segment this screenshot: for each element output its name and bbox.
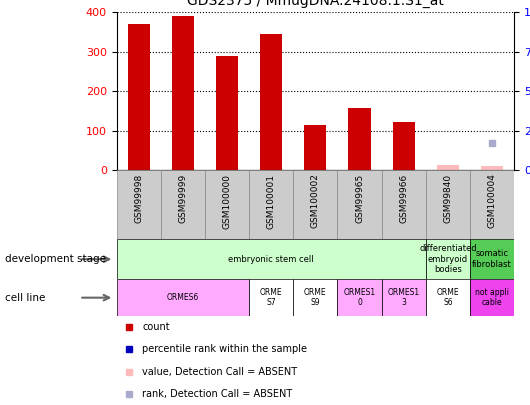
- Text: GSM100000: GSM100000: [223, 173, 232, 228]
- Text: embryonic stem cell: embryonic stem cell: [228, 255, 314, 264]
- Text: ORMES1
0: ORMES1 0: [343, 288, 376, 307]
- Text: ORME
S7: ORME S7: [260, 288, 282, 307]
- Text: ORME
S6: ORME S6: [437, 288, 459, 307]
- Text: GSM99840: GSM99840: [444, 173, 452, 223]
- Text: value, Detection Call = ABSENT: value, Detection Call = ABSENT: [143, 367, 297, 377]
- Text: GSM99999: GSM99999: [179, 173, 187, 223]
- Text: rank, Detection Call = ABSENT: rank, Detection Call = ABSENT: [143, 389, 293, 399]
- Bar: [349, 108, 370, 170]
- Text: GSM100002: GSM100002: [311, 173, 320, 228]
- Title: GDS2375 / MmugDNA.24108.1.S1_at: GDS2375 / MmugDNA.24108.1.S1_at: [187, 0, 444, 9]
- Text: GSM100004: GSM100004: [488, 173, 497, 228]
- Bar: [382, 170, 426, 239]
- Text: somatic
fibroblast: somatic fibroblast: [472, 249, 512, 269]
- Bar: [172, 16, 194, 170]
- Text: GSM99966: GSM99966: [399, 173, 408, 223]
- Bar: [437, 165, 459, 170]
- Bar: [426, 239, 470, 279]
- Text: GSM100001: GSM100001: [267, 173, 276, 228]
- Text: GSM99965: GSM99965: [355, 173, 364, 223]
- Bar: [216, 55, 238, 170]
- Bar: [260, 34, 282, 170]
- Bar: [117, 239, 426, 279]
- Text: percentile rank within the sample: percentile rank within the sample: [143, 344, 307, 354]
- Text: cell line: cell line: [5, 293, 46, 303]
- Bar: [205, 170, 249, 239]
- Bar: [338, 170, 382, 239]
- Text: ORMES6: ORMES6: [167, 293, 199, 302]
- Bar: [117, 279, 249, 316]
- Bar: [470, 170, 514, 239]
- Bar: [470, 279, 514, 316]
- Bar: [382, 279, 426, 316]
- Bar: [426, 279, 470, 316]
- Bar: [304, 125, 326, 170]
- Bar: [293, 279, 338, 316]
- Bar: [338, 279, 382, 316]
- Text: ORMES1
3: ORMES1 3: [387, 288, 420, 307]
- Bar: [117, 170, 161, 239]
- Text: GSM99998: GSM99998: [134, 173, 143, 223]
- Bar: [293, 170, 338, 239]
- Text: count: count: [143, 322, 170, 332]
- Bar: [470, 239, 514, 279]
- Bar: [128, 24, 149, 170]
- Bar: [249, 170, 293, 239]
- Text: ORME
S9: ORME S9: [304, 288, 326, 307]
- Bar: [481, 166, 503, 170]
- Text: differentiated
embryoid
bodies: differentiated embryoid bodies: [419, 244, 476, 274]
- Bar: [393, 122, 414, 170]
- Bar: [249, 279, 293, 316]
- Text: not appli
cable: not appli cable: [475, 288, 509, 307]
- Text: development stage: development stage: [5, 254, 107, 264]
- Bar: [426, 170, 470, 239]
- Bar: [161, 170, 205, 239]
